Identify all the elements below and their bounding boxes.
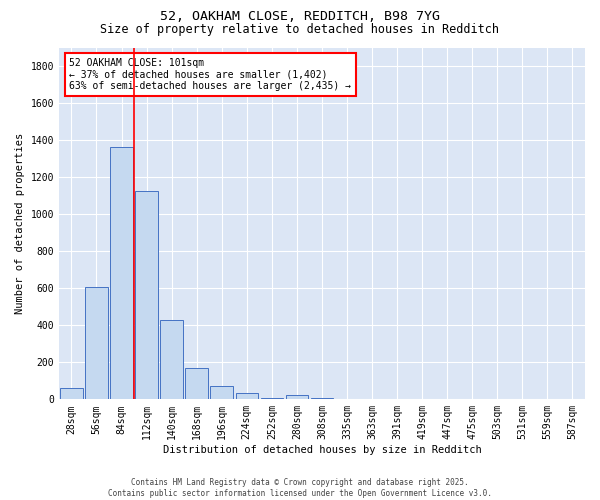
Bar [260, 398, 283, 400]
Bar [60, 388, 83, 400]
Bar [236, 393, 258, 400]
Text: Contains HM Land Registry data © Crown copyright and database right 2025.
Contai: Contains HM Land Registry data © Crown c… [108, 478, 492, 498]
Text: Size of property relative to detached houses in Redditch: Size of property relative to detached ho… [101, 22, 499, 36]
Bar [211, 386, 233, 400]
Bar [136, 191, 158, 400]
Bar [85, 288, 108, 400]
Bar [185, 368, 208, 400]
Text: 52, OAKHAM CLOSE, REDDITCH, B98 7YG: 52, OAKHAM CLOSE, REDDITCH, B98 7YG [160, 10, 440, 23]
X-axis label: Distribution of detached houses by size in Redditch: Distribution of detached houses by size … [163, 445, 481, 455]
Bar [160, 320, 183, 400]
Bar [311, 398, 333, 400]
Bar [286, 394, 308, 400]
Bar [110, 146, 133, 400]
Y-axis label: Number of detached properties: Number of detached properties [15, 133, 25, 314]
Text: 52 OAKHAM CLOSE: 101sqm
← 37% of detached houses are smaller (1,402)
63% of semi: 52 OAKHAM CLOSE: 101sqm ← 37% of detache… [70, 58, 352, 92]
